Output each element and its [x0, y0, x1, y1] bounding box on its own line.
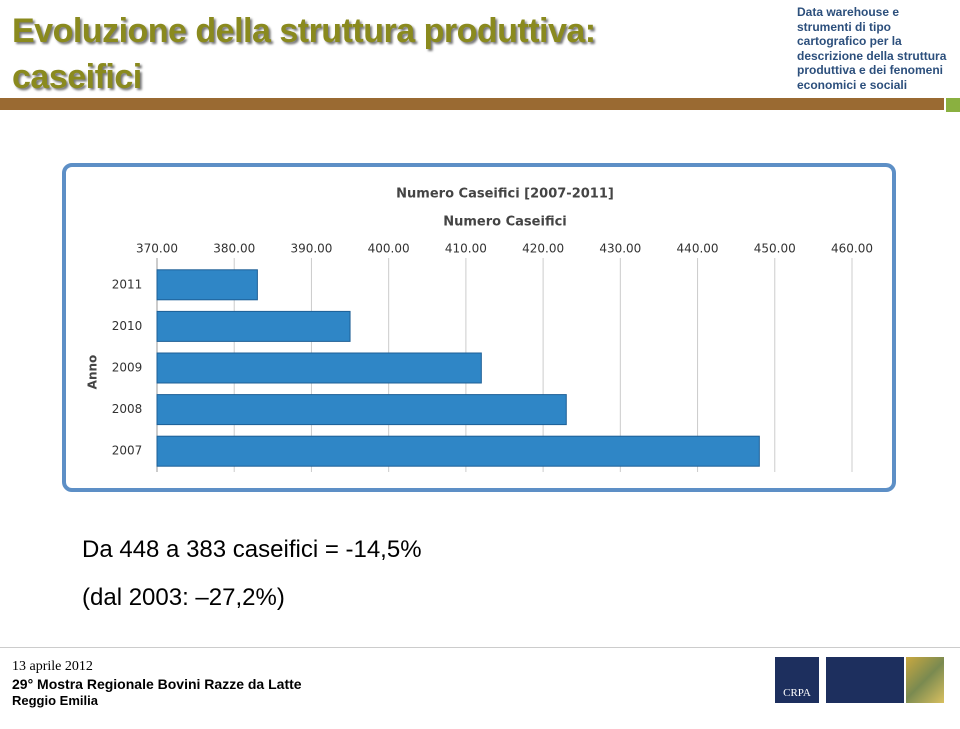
y-tick-label: 2011: [112, 277, 143, 291]
y-tick-label: 2008: [112, 402, 143, 416]
logo-banner: [826, 657, 904, 703]
logo: CRPA: [775, 657, 819, 703]
x-tick-label: 460.00: [831, 242, 873, 256]
bar: [156, 310, 351, 342]
header-bar: [0, 98, 944, 110]
x-tick-label: 430.00: [599, 242, 641, 256]
footer-event: 29° Mostra Regionale Bovini Razze da Lat…: [12, 676, 302, 692]
x-tick-label: 370.00: [136, 242, 178, 256]
x-tick-label: 390.00: [290, 242, 332, 256]
chart: Numero Caseifici [2007-2011] Numero Case…: [62, 163, 896, 492]
bar: [156, 352, 482, 384]
body-text: (dal 2003: –27,2%): [82, 584, 285, 611]
side-note: Data warehouse e strumenti di tipo carto…: [797, 5, 947, 92]
footer-date: 13 aprile 2012: [12, 659, 93, 674]
chart-subtitle: Numero Caseifici: [443, 215, 567, 230]
y-tick-label: 2007: [112, 444, 143, 458]
slide: Evoluzione della struttura produttiva: c…: [0, 5, 960, 708]
footer-line: [0, 647, 960, 648]
body-text: Da 448 a 383 caseifici = -14,5%: [82, 536, 422, 563]
x-tick-label: 410.00: [445, 242, 487, 256]
x-tick-label: 420.00: [522, 242, 564, 256]
bar: [156, 269, 258, 301]
bar: [156, 435, 760, 467]
x-tick-label: 440.00: [677, 242, 719, 256]
bar: [156, 394, 567, 426]
chart-title: Numero Caseifici [2007-2011]: [396, 187, 614, 202]
x-tick-label: 450.00: [754, 242, 796, 256]
y-tick-label: 2010: [112, 319, 143, 333]
x-tick-label: 400.00: [368, 242, 410, 256]
logo-image: [906, 657, 944, 703]
y-axis-label: Anno: [86, 355, 100, 390]
y-tick-label: 2009: [112, 361, 143, 375]
x-tick-label: 380.00: [213, 242, 255, 256]
header-square: [946, 98, 960, 112]
footer-place: Reggio Emilia: [12, 693, 98, 708]
slide-title: Evoluzione della struttura produttiva: c…: [12, 12, 596, 96]
